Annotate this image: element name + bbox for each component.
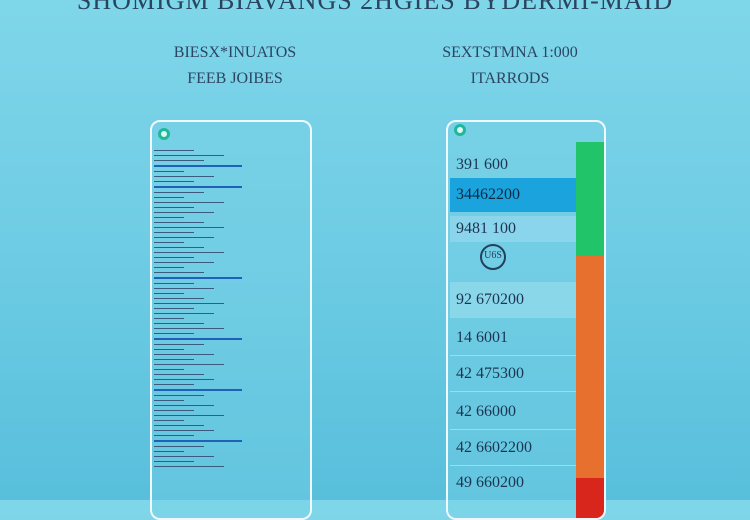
ruler-tick <box>154 374 204 375</box>
ruler-tick <box>154 165 242 167</box>
ruler-tick <box>154 461 194 462</box>
ruler-tick <box>154 456 214 457</box>
ruler-tick <box>154 420 184 421</box>
ruler-tick <box>154 323 204 324</box>
ruler-tick <box>154 181 194 182</box>
ruler-tick <box>154 415 224 416</box>
ruler-tick <box>154 405 214 406</box>
ruler-tick <box>154 446 204 447</box>
ruler-tick <box>154 217 184 218</box>
list-item[interactable]: 42 66000 <box>450 394 576 430</box>
list-item[interactable]: 49 660200 <box>456 474 524 491</box>
ruler-tick <box>154 212 214 213</box>
badge-icon: U6S <box>480 244 506 270</box>
circle-dot-icon[interactable] <box>158 128 170 140</box>
ruler-tick <box>154 155 224 156</box>
ruler-tick <box>154 237 214 238</box>
ruler-tick <box>154 364 224 365</box>
ruler-tick <box>154 283 194 284</box>
right-phone-panel[interactable]: 391 600 34462200 9481 100 U6S 92 670200 … <box>446 120 606 520</box>
list-item[interactable]: 42 475300 <box>450 356 576 392</box>
ruler-tick <box>154 389 242 391</box>
ruler-tick <box>154 349 184 350</box>
list-item-selected[interactable]: 34462200 <box>450 178 576 212</box>
ruler-tick <box>154 160 204 161</box>
right-subtitle-line-1: SEXTSTMNA 1:000 <box>442 44 578 61</box>
ruler-tick <box>154 150 194 151</box>
ruler-tick <box>154 451 184 452</box>
ruler-tick <box>154 440 242 442</box>
list-item[interactable]: 9481 100 <box>450 216 576 242</box>
ruler-tick <box>154 400 184 401</box>
ruler-tick <box>154 425 204 426</box>
left-phone-panel[interactable] <box>150 120 312 520</box>
ruler-tick <box>154 354 214 355</box>
ruler-tick <box>154 267 184 268</box>
ruler-tick <box>154 257 194 258</box>
list-item[interactable]: 42 6602200 <box>450 430 576 466</box>
ruler-tick <box>154 384 194 385</box>
ruler-tick <box>154 186 242 188</box>
ruler-tick <box>154 313 214 314</box>
ruler-tick <box>154 232 194 233</box>
ruler-tick <box>154 369 184 370</box>
ruler-tick <box>154 359 194 360</box>
ruler-tick <box>154 298 204 299</box>
ruler-tick <box>154 338 242 340</box>
ruler-tick <box>154 308 194 309</box>
right-subtitle: SEXTSTMNA 1:000 ITARRODS <box>410 40 610 92</box>
left-subtitle-line-1: BIESX*INUATOS <box>173 44 297 61</box>
list-item[interactable]: 14 6001 <box>450 320 576 356</box>
ruler-tick <box>154 227 224 228</box>
ruler-tick <box>154 272 204 273</box>
ruler-tick <box>154 328 224 329</box>
ruler-tick <box>154 171 184 172</box>
page-title: SHOMIGM BIAVANGS 2HGIES BYDERMI-MAID <box>76 0 674 15</box>
ruler-tick <box>154 207 194 208</box>
ruler-tick <box>154 277 242 279</box>
ruler-tick <box>154 202 224 203</box>
ruler-tick <box>154 303 224 304</box>
right-subtitle-line-2: ITARRODS <box>470 70 550 87</box>
status-bar-red <box>576 478 604 518</box>
ruler-tick <box>154 176 214 177</box>
ruler-tick <box>154 344 204 345</box>
ruler-tick <box>154 192 204 193</box>
ruler-tick <box>154 333 194 334</box>
ruler-tick <box>154 318 184 319</box>
ruler-tick <box>154 262 214 263</box>
ruler-tick <box>154 293 184 294</box>
ruler-tick <box>154 288 214 289</box>
left-subtitle-line-2: FEEB JOIBES <box>187 70 283 87</box>
list-item[interactable]: 92 670200 <box>450 282 576 318</box>
ruler-tick <box>154 247 204 248</box>
status-bar-orange <box>576 256 604 478</box>
list-item[interactable]: 391 600 <box>456 156 508 173</box>
ruler-tick <box>154 435 194 436</box>
ruler-tick <box>154 222 204 223</box>
ruler-tick <box>154 379 214 380</box>
ruler-ticks <box>154 150 254 471</box>
circle-dot-icon[interactable] <box>454 124 466 136</box>
ruler-tick <box>154 395 204 396</box>
ruler-tick <box>154 197 184 198</box>
ruler-tick <box>154 410 194 411</box>
left-subtitle: BIESX*INUATOS FEEB JOIBES <box>135 40 335 92</box>
status-bar-green <box>576 142 604 256</box>
ruler-tick <box>154 466 224 467</box>
ruler-tick <box>154 430 214 431</box>
ruler-tick <box>154 242 184 243</box>
ruler-tick <box>154 252 224 253</box>
